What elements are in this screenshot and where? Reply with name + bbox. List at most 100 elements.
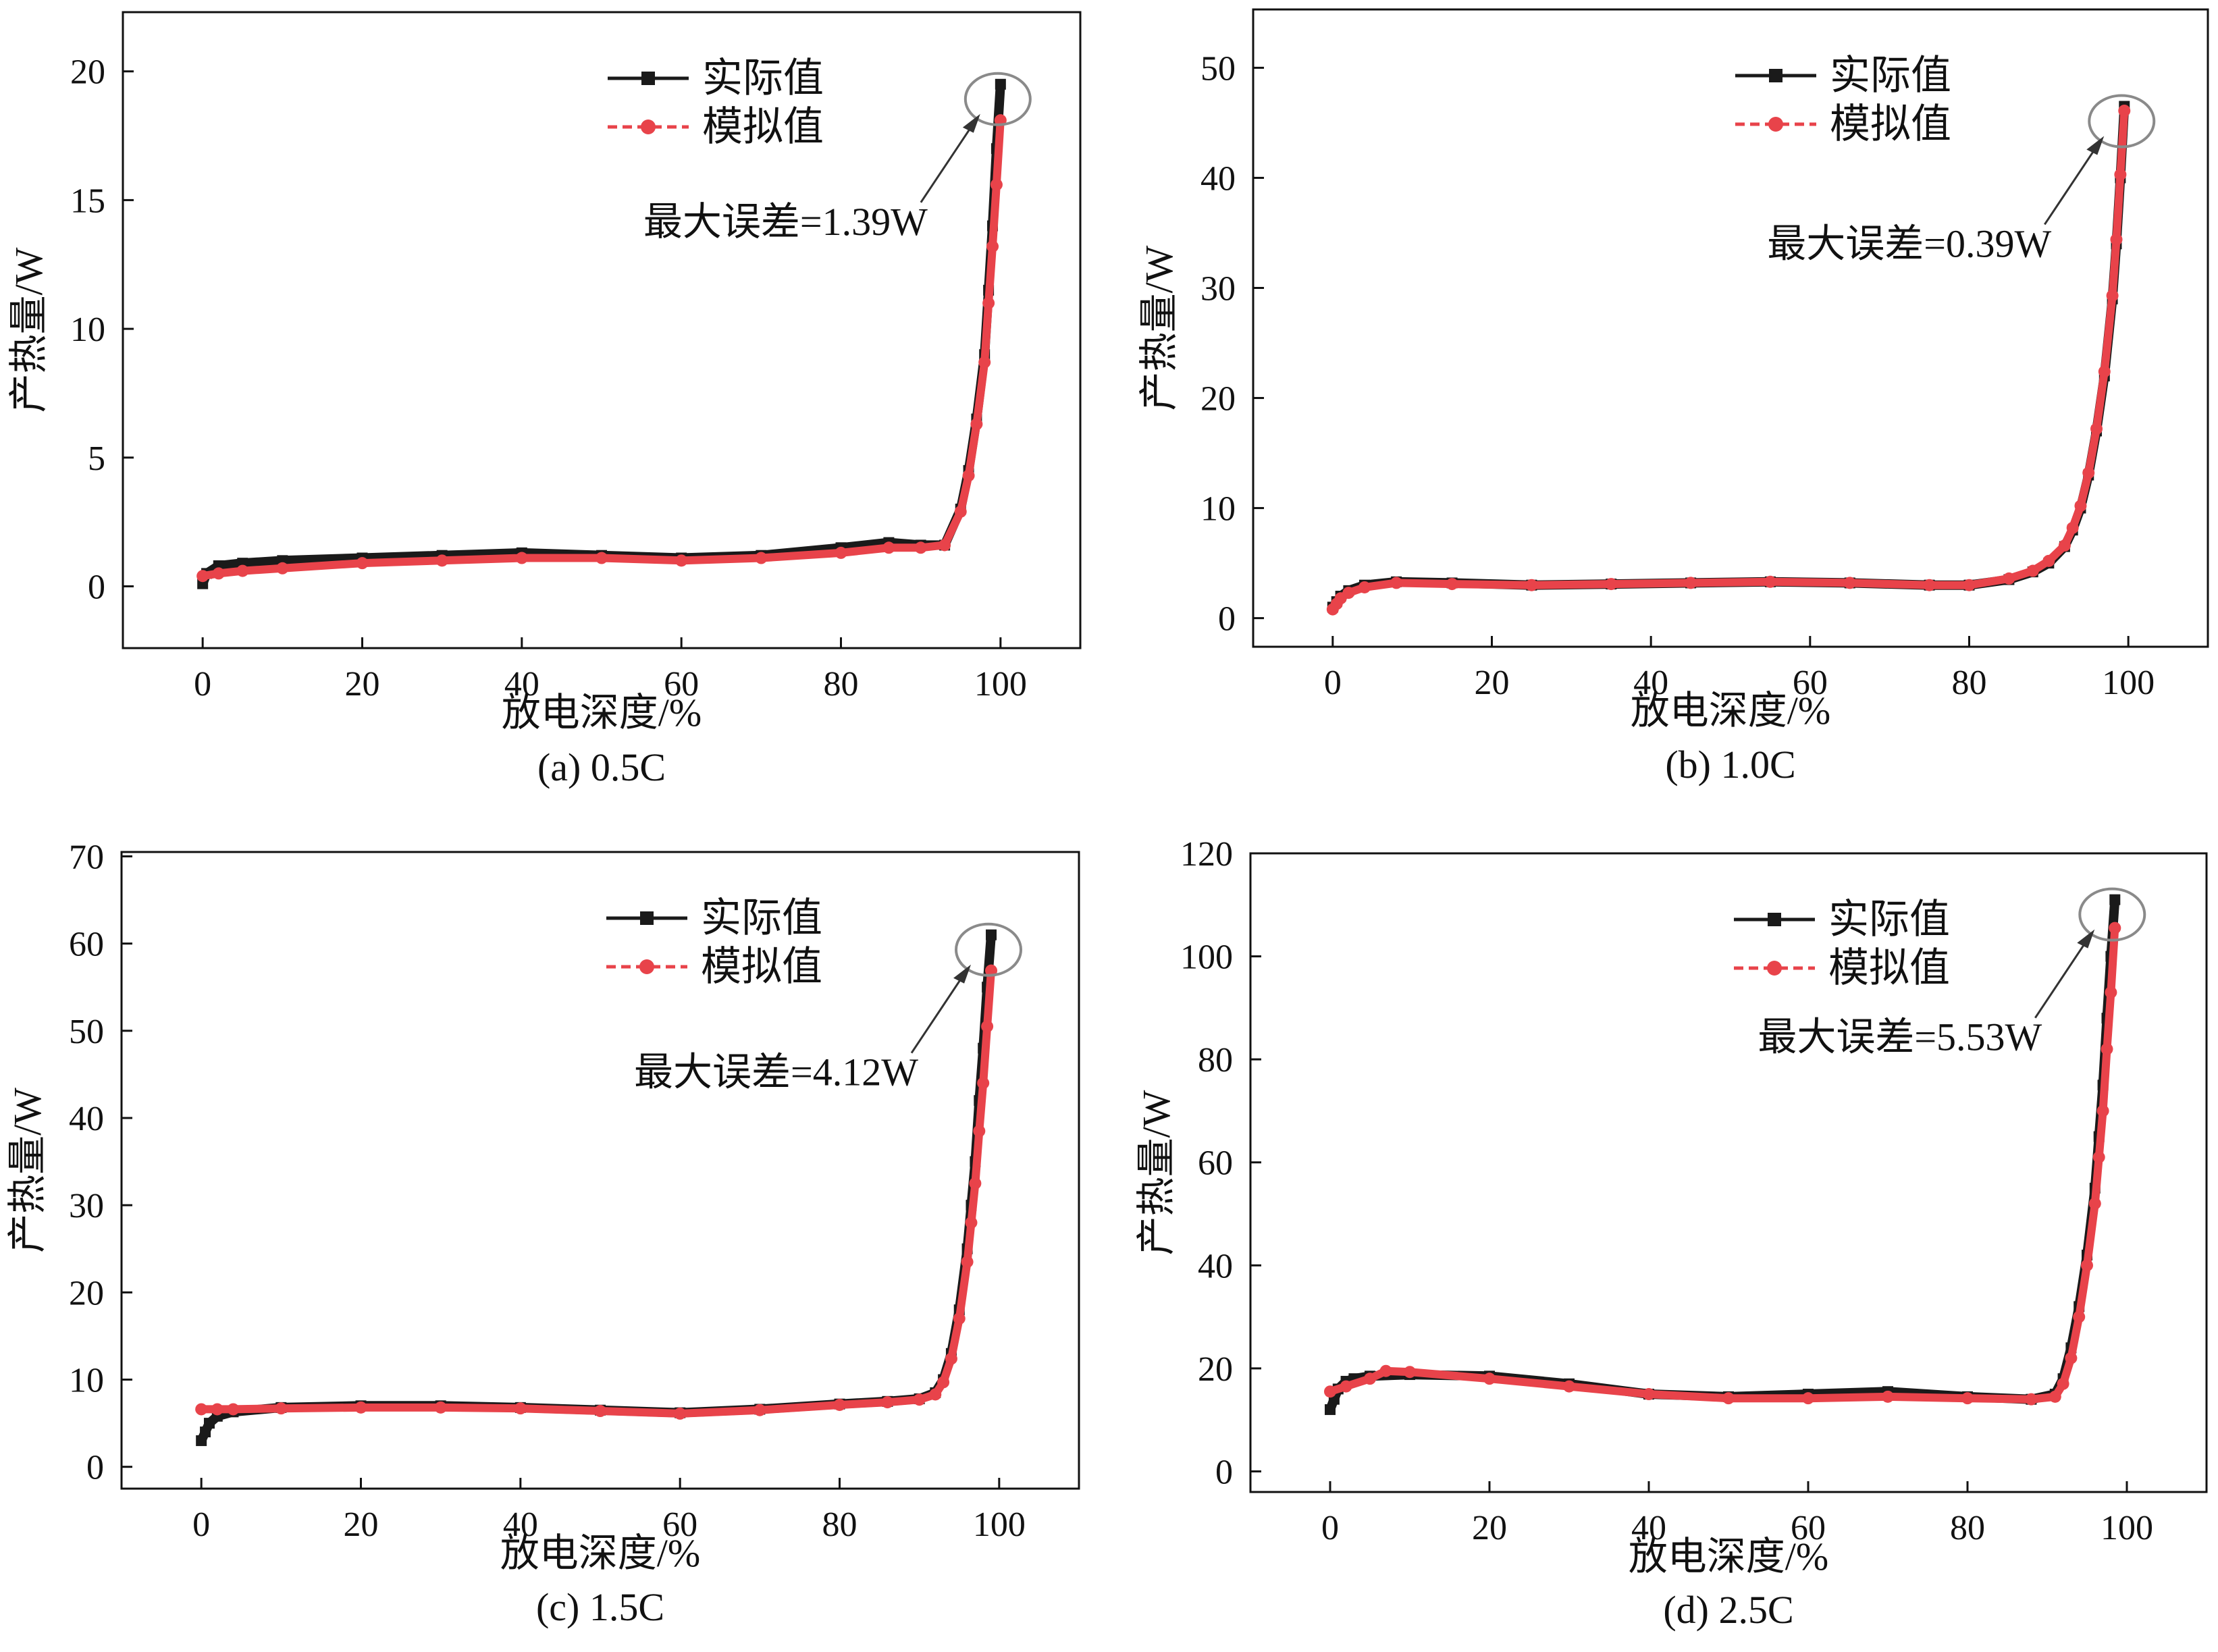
panel-caption: (b) 1.0C (1665, 743, 1795, 787)
data-point-simulated (2105, 986, 2117, 998)
data-point-simulated (2049, 1390, 2061, 1403)
series-line-actual (1325, 895, 2120, 1414)
data-point-simulated (2042, 554, 2055, 567)
data-point-actual (1325, 1404, 1336, 1415)
data-point-simulated (196, 570, 209, 583)
y-tick-label: 10 (1200, 490, 1236, 529)
data-point-simulated (981, 1020, 994, 1033)
y-tick-label: 30 (1200, 269, 1236, 308)
y-tick-label: 80 (1198, 1041, 1233, 1080)
y-tick-label: 50 (69, 1013, 104, 1051)
max-error-annotation: 最大误差=4.12W (634, 1050, 918, 1094)
data-point-simulated (945, 1352, 957, 1365)
data-point-simulated (2098, 365, 2111, 378)
data-point-simulated (2092, 1151, 2105, 1164)
data-point-simulated (833, 1398, 846, 1411)
x-tick-label: 100 (973, 1506, 1026, 1544)
x-tick-label: 100 (2101, 1509, 2153, 1547)
data-point-simulated (276, 562, 289, 575)
legend-marker-simulated (641, 119, 656, 134)
data-point-simulated (1364, 1373, 1376, 1385)
data-point-simulated (2114, 168, 2127, 181)
y-tick-label: 70 (69, 838, 104, 876)
data-point-simulated (594, 1405, 606, 1418)
data-point-simulated (596, 552, 608, 564)
annotation-arrow-head (953, 964, 972, 984)
x-tick-label: 60 (1793, 664, 1828, 702)
data-point-actual (2109, 894, 2121, 905)
data-point-simulated (1340, 1380, 1352, 1393)
annotation-arrow-line (910, 969, 968, 1054)
legend-marker-simulated (639, 959, 654, 974)
data-point-simulated (2066, 521, 2079, 534)
y-tick-label: 0 (88, 568, 105, 606)
x-tick-label: 0 (1321, 1509, 1339, 1547)
max-error-highlight-circle (2088, 94, 2156, 149)
y-axis-label: 产热量/W (1134, 1090, 1178, 1255)
data-point-simulated (275, 1402, 288, 1415)
data-point-simulated (2096, 1104, 2109, 1117)
y-tick-label: 20 (69, 1274, 104, 1312)
data-point-simulated (969, 1177, 982, 1190)
data-point-simulated (1882, 1390, 1894, 1403)
legend-label: 实际值 (1830, 53, 1951, 98)
data-point-simulated (515, 552, 528, 564)
x-tick-label: 0 (192, 1506, 210, 1544)
data-point-simulated (2101, 1042, 2113, 1055)
data-point-actual (196, 1435, 207, 1446)
data-point-simulated (2058, 539, 2071, 552)
x-tick-label: 100 (974, 665, 1027, 703)
data-point-actual (200, 1427, 211, 1438)
data-point-simulated (986, 240, 999, 253)
x-tick-label: 20 (345, 665, 380, 703)
series-line-actual (1327, 101, 2130, 612)
data-point-simulated (1802, 1392, 1814, 1405)
data-point-simulated (929, 1388, 942, 1401)
data-point-simulated (937, 1376, 950, 1389)
chart-panel-a: 0 20 40 60 80 100 0 5 10 15 20 放电深度/% 产热量/W (a) 0.5C 最… (7, 11, 1082, 789)
chart-panel-c: 0 20 40 60 80 100 0 10 20 30 40 50 60 70 放电深度/% 产热量/W (c… (5, 838, 1080, 1629)
data-point-simulated (961, 1256, 974, 1269)
data-point-simulated (970, 418, 983, 431)
data-point-simulated (882, 541, 895, 554)
y-tick-label: 20 (70, 53, 105, 92)
data-point-simulated (1324, 1385, 1336, 1398)
data-point-simulated (1483, 1373, 1496, 1385)
y-axis-label: 产热量/W (5, 1088, 49, 1253)
annotation-arrow-line (2044, 140, 2101, 225)
legend-marker-actual (1768, 913, 1781, 926)
max-error-annotation: 最大误差=1.39W (643, 200, 928, 244)
data-point-simulated (973, 1125, 986, 1138)
data-point-simulated (1446, 578, 1458, 591)
data-point-simulated (939, 539, 951, 552)
y-axis-label: 产热量/W (1137, 245, 1181, 410)
data-point-simulated (978, 356, 991, 369)
legend-marker-actual (1769, 69, 1783, 82)
data-point-simulated (2109, 922, 2121, 934)
data-point-simulated (2025, 1393, 2038, 1406)
annotation-arrow-line (920, 118, 978, 203)
series-line-actual (196, 930, 996, 1445)
data-point-simulated (1843, 577, 1856, 589)
x-tick-label: 60 (664, 665, 699, 703)
data-point-simulated (674, 1407, 687, 1420)
data-point-simulated (2081, 1259, 2093, 1272)
data-point-simulated (835, 546, 847, 559)
x-tick-label: 20 (344, 1506, 379, 1544)
x-tick-label: 40 (504, 665, 539, 703)
x-tick-label: 100 (2102, 664, 2155, 702)
x-tick-label: 20 (1475, 664, 1510, 702)
y-tick-label: 20 (1198, 1350, 1233, 1389)
data-point-simulated (1342, 587, 1355, 599)
data-point-simulated (2106, 289, 2119, 302)
data-point-simulated (913, 1393, 926, 1406)
data-point-simulated (1961, 1392, 1974, 1405)
y-tick-label: 40 (69, 1100, 104, 1138)
x-tick-label: 80 (822, 1506, 857, 1544)
y-tick-label: 0 (1218, 600, 1236, 639)
annotation-arrow-head (962, 113, 980, 133)
data-point-simulated (2073, 1310, 2086, 1323)
data-point-simulated (2065, 1352, 2078, 1364)
data-point-simulated (211, 1403, 223, 1416)
